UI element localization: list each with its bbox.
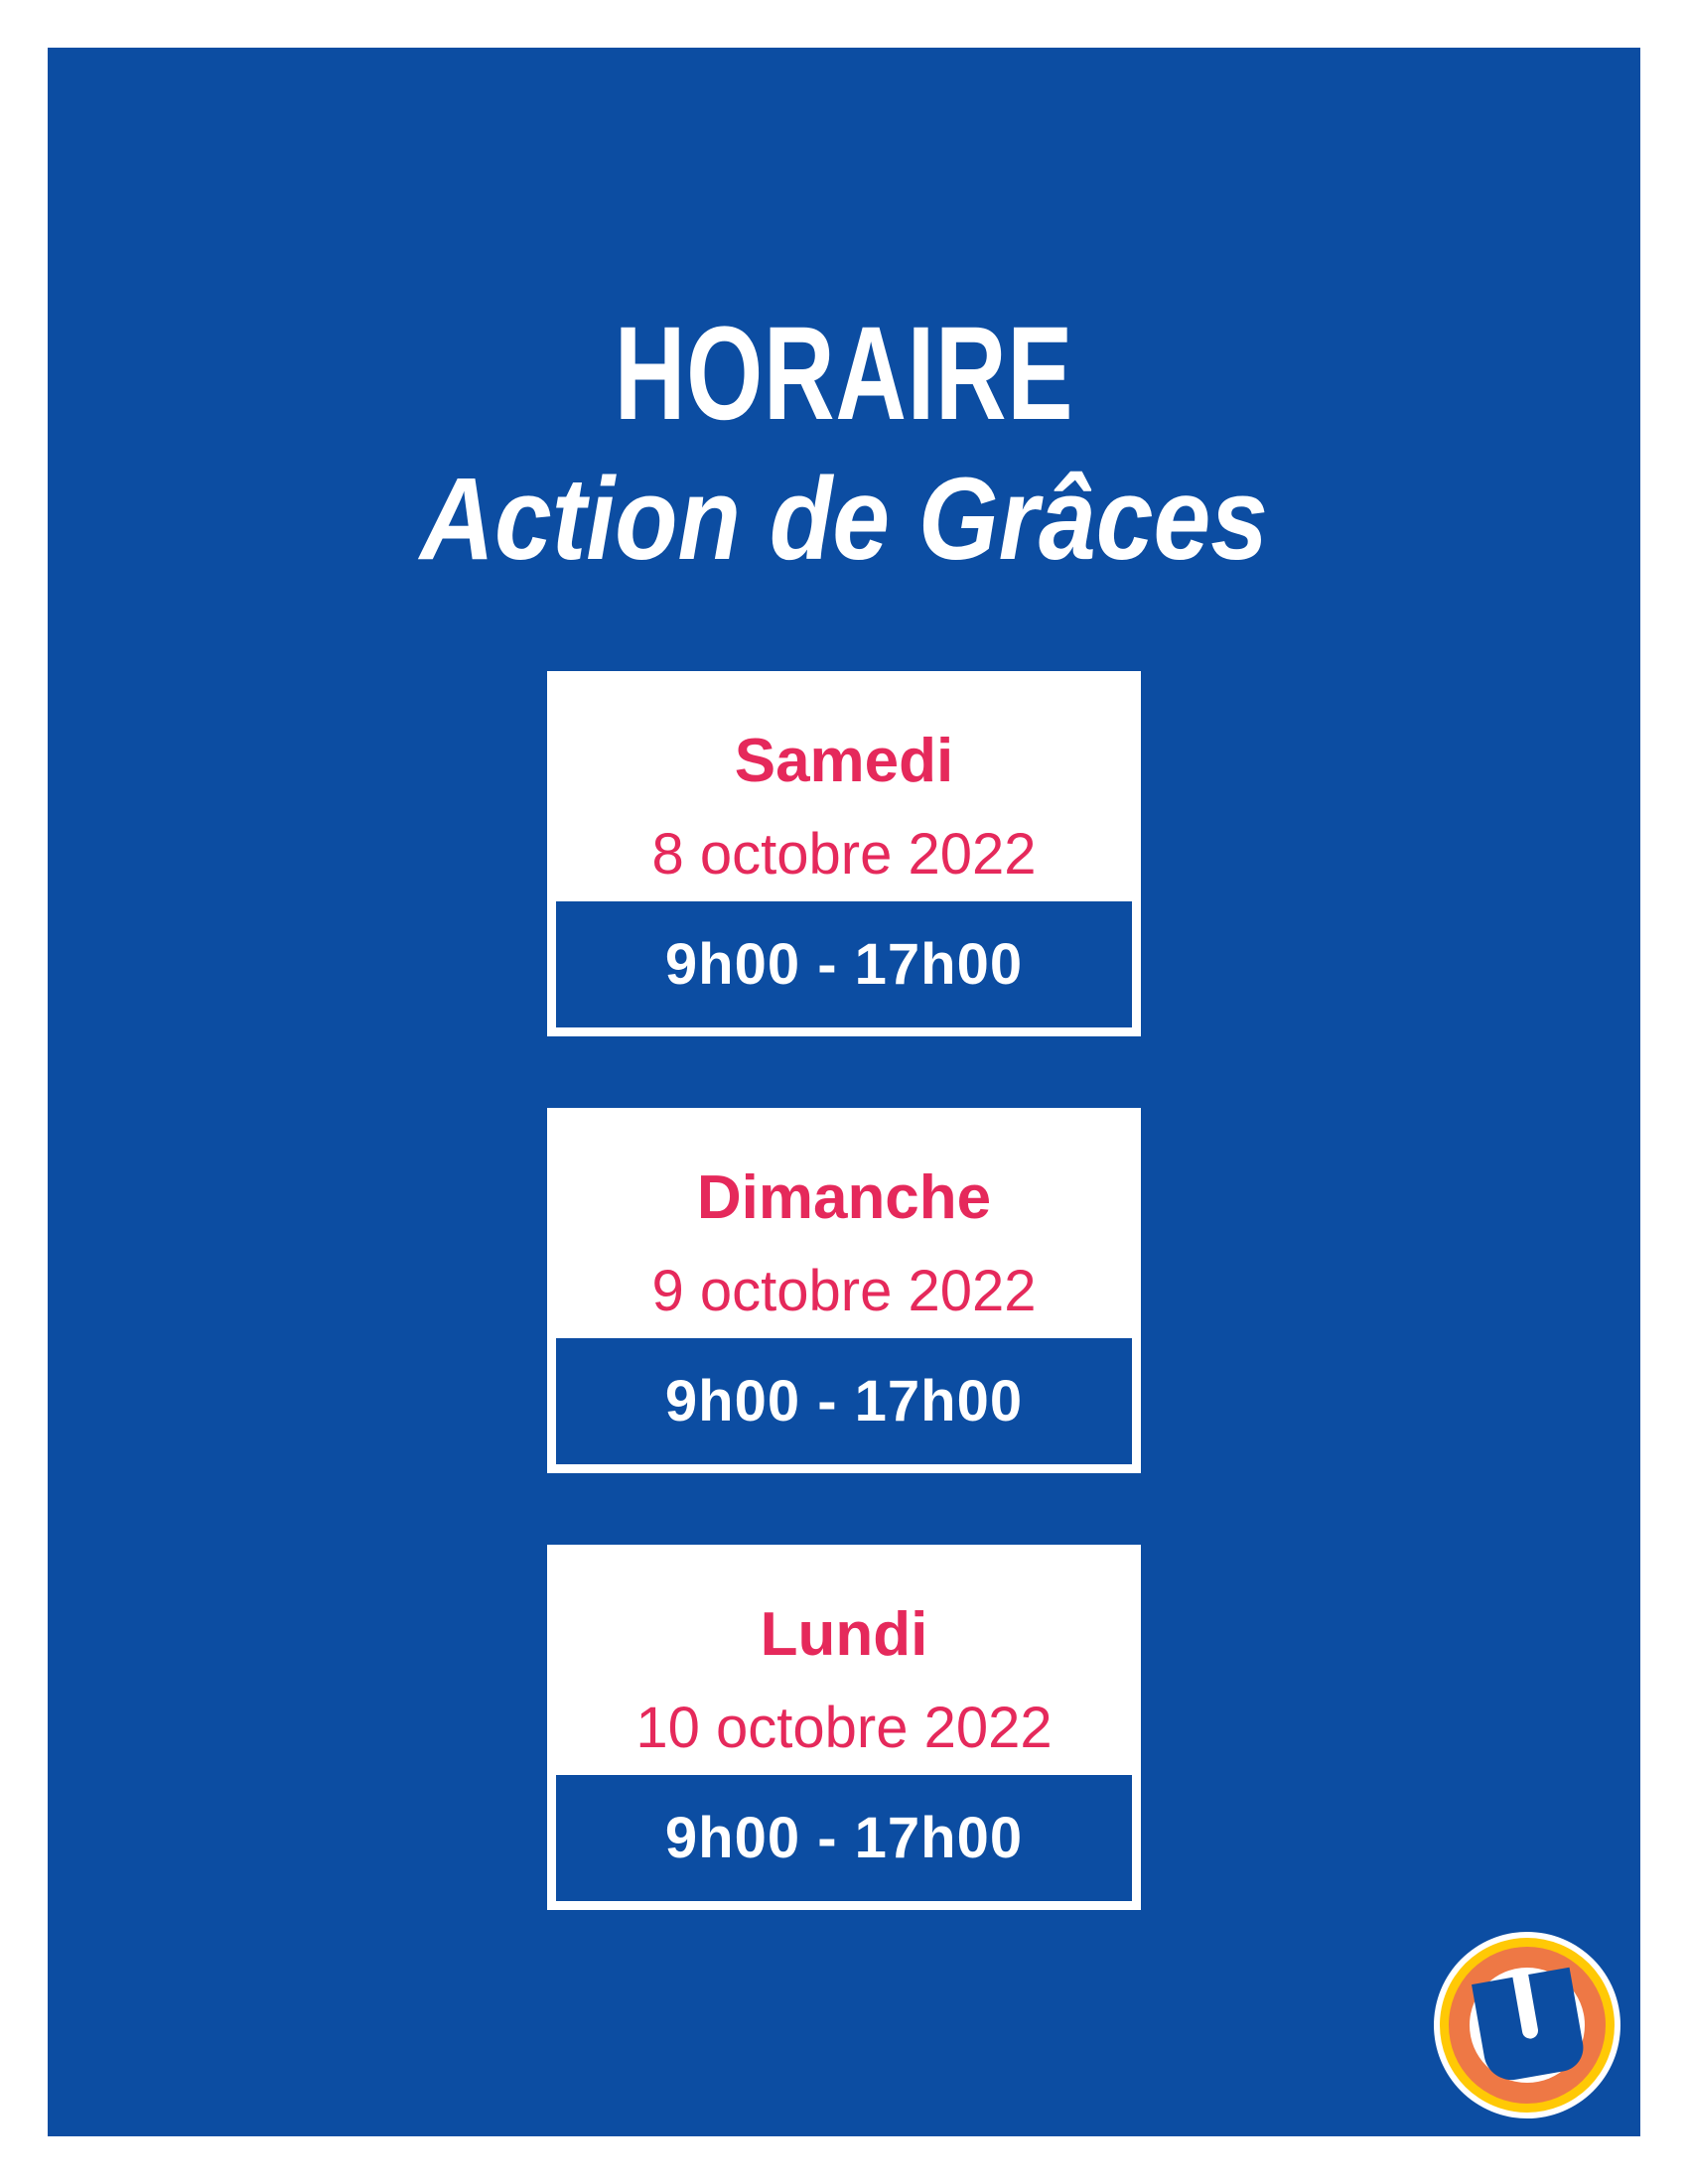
hours-label: 9h00 - 17h00 [664,1806,1024,1870]
hours-bar: 9h00 - 17h00 [556,901,1132,1027]
date-label: 10 octobre 2022 [635,1696,1053,1760]
uniprix-logo [1434,1932,1620,2118]
date-label: 8 octobre 2022 [651,822,1037,887]
schedule-card-list: Samedi 8 octobre 2022 9h00 - 17h00 Diman… [547,671,1141,1910]
day-label: Samedi [734,727,954,795]
logo-u-letter [1472,1967,1584,2081]
hours-label: 9h00 - 17h00 [664,932,1024,997]
day-label: Dimanche [696,1163,992,1232]
schedule-card-monday: Lundi 10 octobre 2022 9h00 - 17h00 [547,1545,1141,1910]
hours-bar: 9h00 - 17h00 [556,1775,1132,1901]
schedule-card-sunday: Dimanche 9 octobre 2022 9h00 - 17h00 [547,1108,1141,1473]
schedule-card-saturday: Samedi 8 octobre 2022 9h00 - 17h00 [547,671,1141,1036]
hours-bar: 9h00 - 17h00 [556,1338,1132,1464]
day-label: Lundi [760,1600,928,1669]
poster-subtitle: Action de Grâces [419,454,1269,585]
date-label: 9 octobre 2022 [651,1259,1037,1323]
hours-label: 9h00 - 17h00 [664,1369,1024,1433]
poster-background: HORAIRE Action de Grâces Samedi 8 octobr… [48,48,1640,2136]
poster-title: HORAIRE [614,300,1074,448]
